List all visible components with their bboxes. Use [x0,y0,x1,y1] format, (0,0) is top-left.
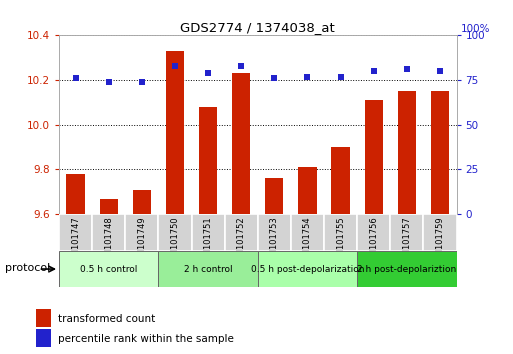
Bar [390,214,423,251]
Text: 2 h control: 2 h control [184,264,232,274]
Text: GSM101750: GSM101750 [170,216,180,267]
Text: GSM101755: GSM101755 [336,216,345,267]
Point [237,63,245,69]
Bar [365,100,383,214]
Text: GSM101749: GSM101749 [137,216,146,267]
Bar [133,190,151,214]
Text: GSM101751: GSM101751 [204,216,212,267]
Text: 2 h post-depolariztion: 2 h post-depolariztion [357,264,457,274]
Text: GSM101756: GSM101756 [369,216,378,267]
Text: 0.5 h post-depolarization: 0.5 h post-depolarization [251,264,364,274]
Bar [36,309,51,326]
Text: GSM101752: GSM101752 [236,216,246,267]
Bar [357,251,457,287]
Point [105,79,113,85]
Point [137,79,146,85]
Text: transformed count: transformed count [58,314,156,324]
Text: GSM101757: GSM101757 [402,216,411,267]
Point [436,68,444,74]
Text: GSM101754: GSM101754 [303,216,312,267]
Point [71,75,80,81]
Text: protocol: protocol [5,263,50,273]
Text: GSM101753: GSM101753 [270,216,279,267]
Bar [258,251,357,287]
Bar [423,214,457,251]
Title: GDS2774 / 1374038_at: GDS2774 / 1374038_at [181,21,335,34]
Bar [225,214,258,251]
Point [370,68,378,74]
Text: GSM101759: GSM101759 [436,216,444,267]
Point [337,74,345,79]
Bar [199,107,217,214]
Bar [265,178,284,214]
Point [303,74,311,79]
Bar [92,214,125,251]
Text: 100%: 100% [461,24,490,34]
Bar [59,251,159,287]
Bar [398,91,416,214]
Bar [36,329,51,347]
Bar [258,214,291,251]
Bar [331,147,350,214]
Bar [125,214,159,251]
Text: 0.5 h control: 0.5 h control [80,264,137,274]
Bar [67,174,85,214]
Bar [357,214,390,251]
Bar [191,214,225,251]
Point [171,63,179,69]
Bar [166,51,184,214]
Bar [159,251,258,287]
Bar [299,167,317,214]
Bar [431,91,449,214]
Bar [100,199,118,214]
Bar [232,73,250,214]
Bar [59,214,92,251]
Bar [291,214,324,251]
Bar [159,214,191,251]
Point [403,67,411,72]
Text: GSM101748: GSM101748 [104,216,113,267]
Text: percentile rank within the sample: percentile rank within the sample [58,335,234,344]
Point [270,75,279,81]
Bar [324,214,357,251]
Point [204,70,212,76]
Text: GSM101747: GSM101747 [71,216,80,267]
